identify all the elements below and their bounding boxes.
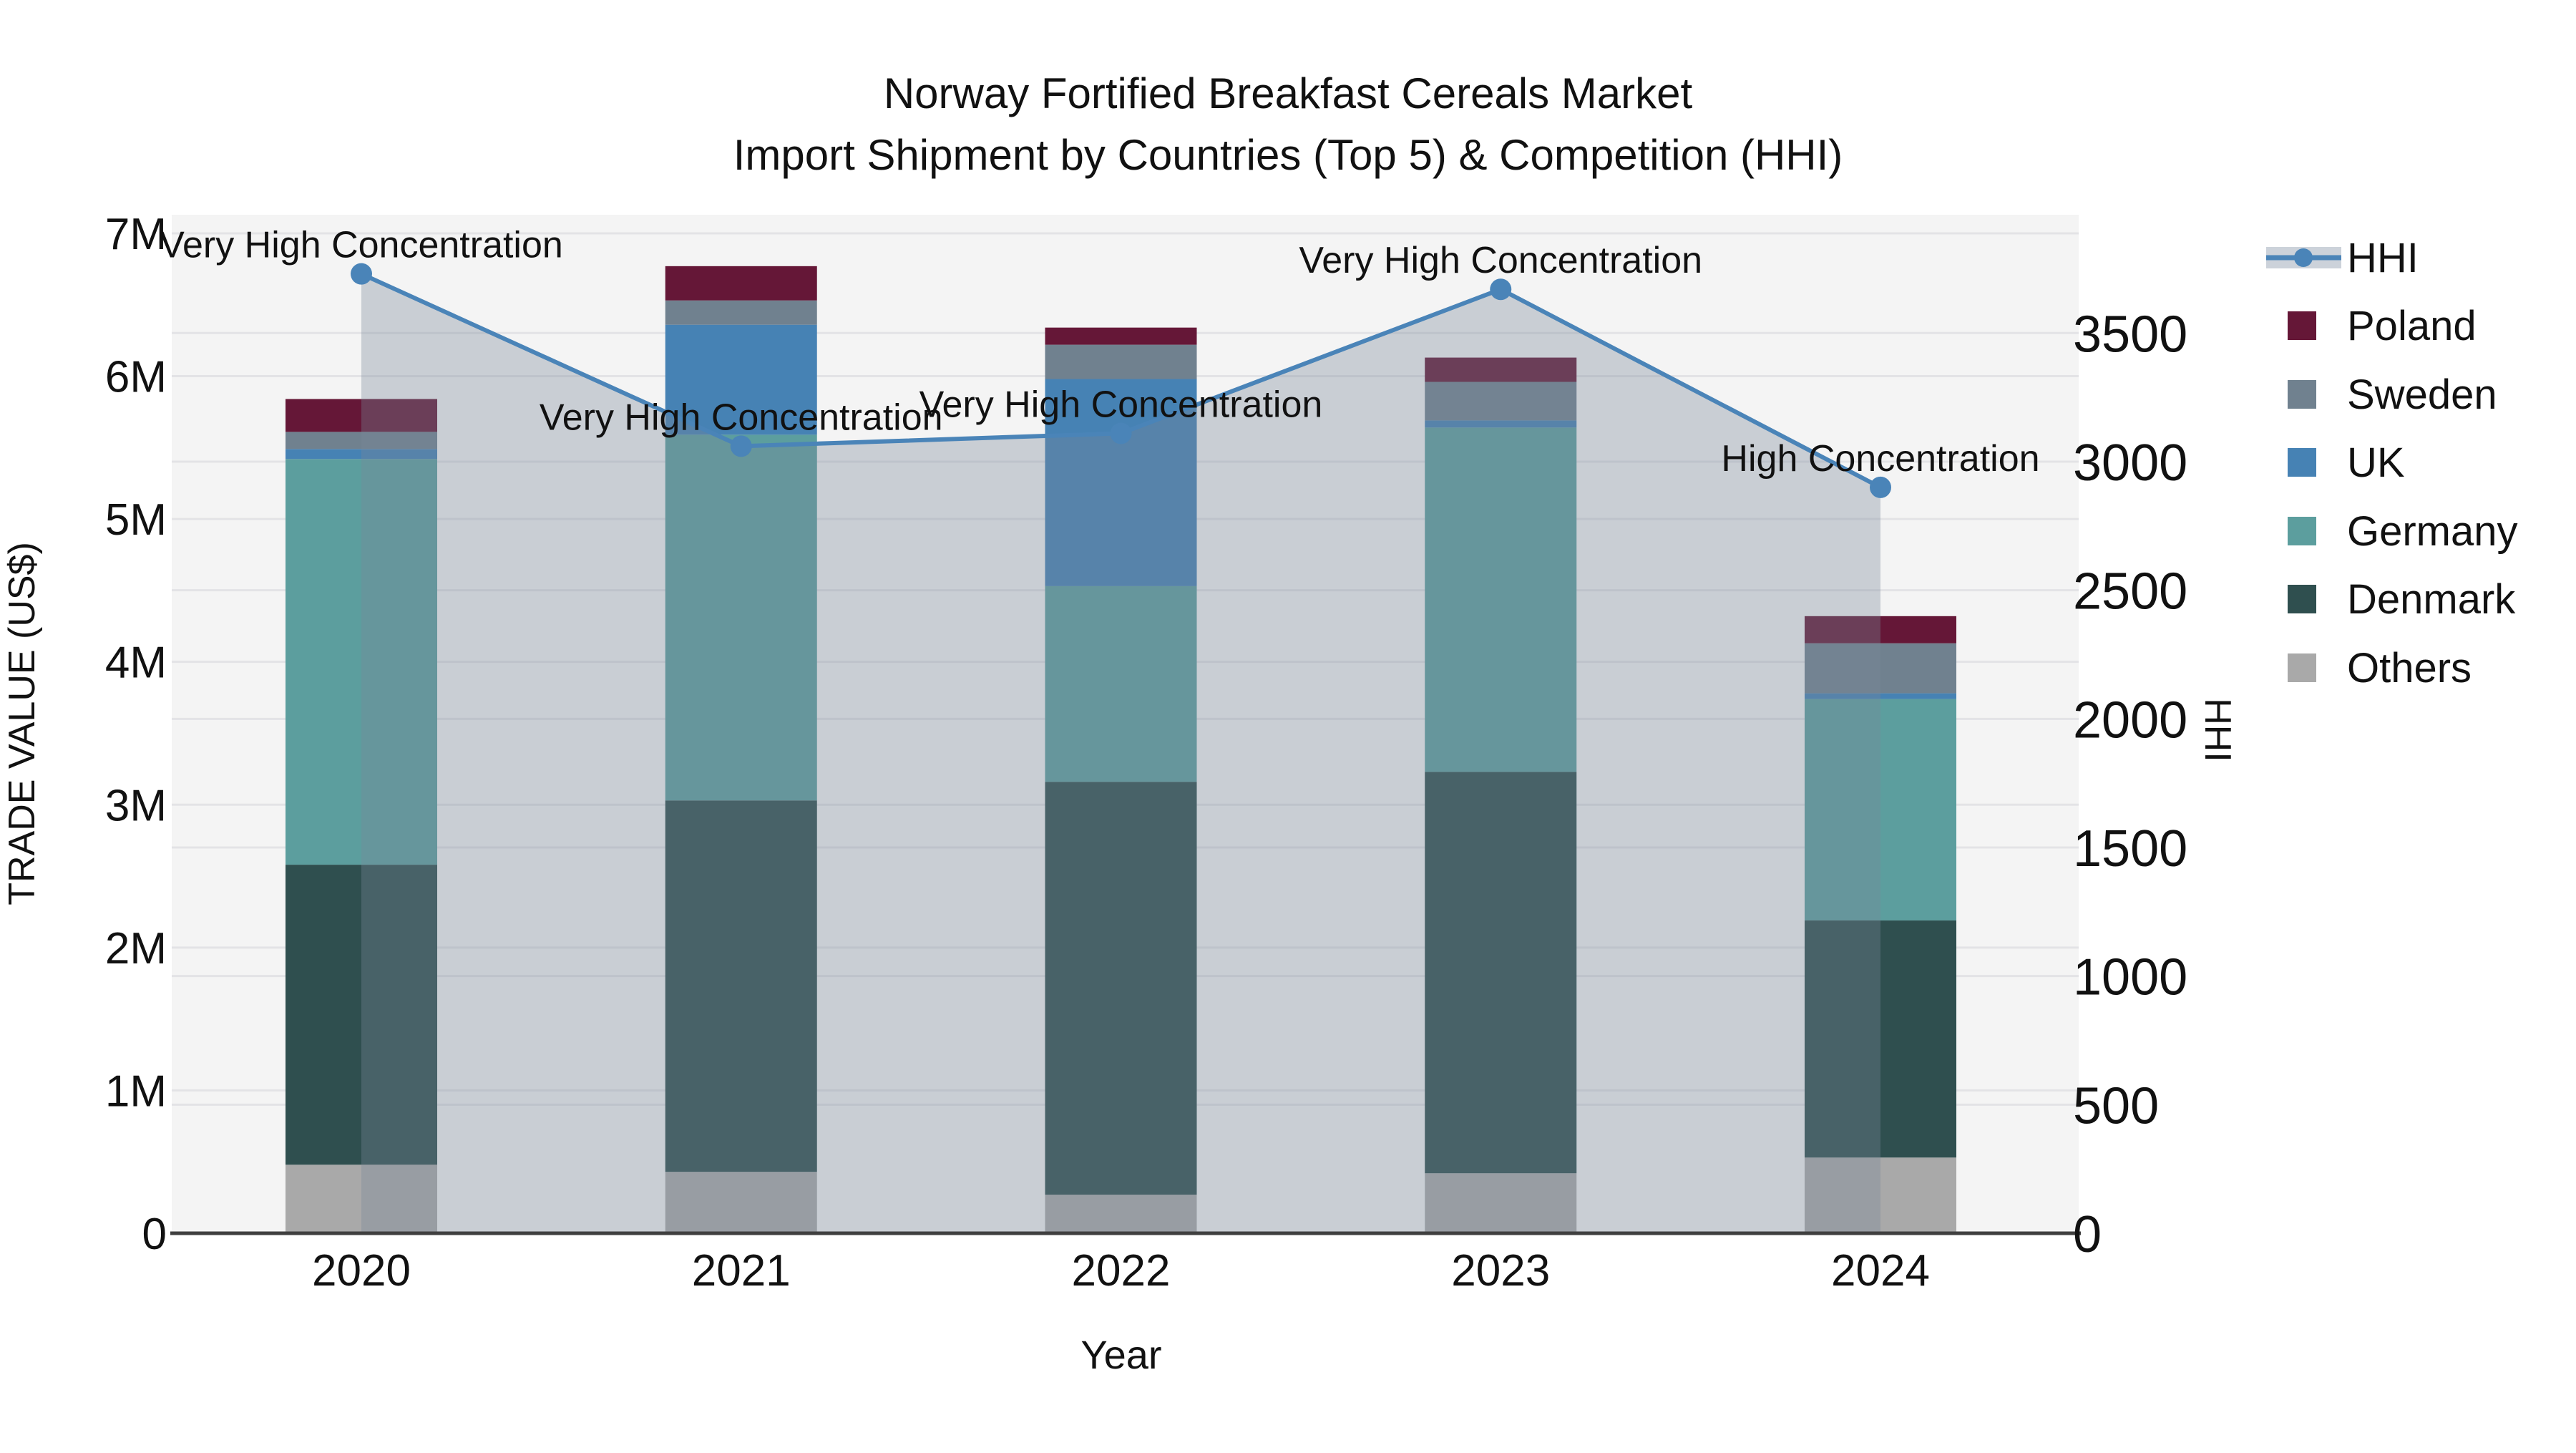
bar-segment-2023-uk xyxy=(1425,420,1577,428)
bar-segment-2022-others xyxy=(1045,1195,1197,1233)
y-right-tick-label: 1000 xyxy=(2073,949,2187,1006)
annotation-2020: Very High Concentration xyxy=(160,225,563,266)
bar-segment-2021-others xyxy=(665,1172,817,1233)
x-tick-label-2022: 2022 xyxy=(1072,1246,1171,1296)
annotation-2024: High Concentration xyxy=(1721,438,2039,480)
y-right-tick-label: 1500 xyxy=(2073,820,2187,878)
bar-segment-2022-sweden xyxy=(1045,344,1197,379)
x-axis-title: Year xyxy=(1080,1332,1161,1377)
bar-segment-2024-uk xyxy=(1805,693,1956,699)
legend-swatch-uk xyxy=(2288,448,2316,477)
legend-item-sweden[interactable]: Sweden xyxy=(2288,371,2497,418)
legend-label-poland: Poland xyxy=(2347,303,2477,349)
y-right-axis-title: HHI xyxy=(2197,698,2238,762)
hhi-marker-2023 xyxy=(1490,278,1512,301)
y-right-tick-label: 500 xyxy=(2073,1077,2159,1134)
y-left-tick-label: 5M xyxy=(105,495,167,545)
bar-segment-2022-denmark xyxy=(1045,782,1197,1195)
bar-segment-2022-germany xyxy=(1045,585,1197,782)
hhi-marker-2022 xyxy=(1110,422,1132,444)
bar-segment-2021-sweden xyxy=(665,300,817,325)
legend-label-uk: UK xyxy=(2347,439,2405,486)
bar-segment-2020-sweden xyxy=(286,432,437,449)
annotation-2023: Very High Concentration xyxy=(1299,240,1702,281)
y-right-tick-label: 3500 xyxy=(2073,306,2187,363)
legend-item-hhi[interactable]: HHI xyxy=(2266,235,2419,281)
legend-item-uk[interactable]: UK xyxy=(2288,439,2405,486)
bar-segment-2024-others xyxy=(1805,1157,1956,1233)
bar-segment-2024-poland xyxy=(1805,616,1956,643)
y-right-tick-label: 3000 xyxy=(2073,434,2187,492)
bar-segment-2021-germany xyxy=(665,434,817,801)
hhi-area xyxy=(361,273,1880,1234)
bar-segment-2023-sweden xyxy=(1425,382,1577,421)
legend-swatch-denmark xyxy=(2288,585,2316,613)
y-left-tick-label: 7M xyxy=(105,210,167,259)
hhi-marker-2024 xyxy=(1870,476,1891,498)
legend-item-denmark[interactable]: Denmark xyxy=(2288,576,2516,623)
bar-segment-2021-denmark xyxy=(665,800,817,1172)
legend-label-sweden: Sweden xyxy=(2347,371,2497,418)
legend-swatch-germany xyxy=(2288,517,2316,545)
bar-segment-2020-others xyxy=(286,1165,437,1233)
annotation-2021: Very High Concentration xyxy=(540,397,943,438)
x-tick-label-2020: 2020 xyxy=(312,1246,411,1296)
bar-segment-2020-denmark xyxy=(286,865,437,1165)
bar-segment-2022-poland xyxy=(1045,327,1197,345)
bar-segment-2023-germany xyxy=(1425,427,1577,772)
y-left-tick-label: 2M xyxy=(105,924,167,973)
y-left-tick-label: 0 xyxy=(142,1210,167,1259)
bar-segment-2020-uk xyxy=(286,449,437,460)
y-left-tick-label: 3M xyxy=(105,781,167,830)
bar-segment-2023-poland xyxy=(1425,357,1577,382)
chart-title: Norway Fortified Breakfast Cereals Marke… xyxy=(883,69,1693,117)
bar-segment-2024-sweden xyxy=(1805,643,1956,694)
legend-item-poland[interactable]: Poland xyxy=(2288,303,2477,349)
bar-segment-2020-poland xyxy=(286,399,437,432)
x-tick-label-2023: 2023 xyxy=(1451,1246,1550,1296)
y-right-tick-label: 2000 xyxy=(2073,691,2187,749)
legend-label-germany: Germany xyxy=(2347,508,2518,555)
legend-label-hhi: HHI xyxy=(2347,235,2419,281)
bar-segment-2023-denmark xyxy=(1425,772,1577,1174)
legend-item-germany[interactable]: Germany xyxy=(2288,508,2518,555)
y-right-tick-label: 0 xyxy=(2073,1206,2102,1263)
bars-group xyxy=(286,266,1956,1233)
bar-segment-2021-uk xyxy=(665,324,817,435)
hhi-marker-2021 xyxy=(730,435,752,457)
y-left-tick-label: 6M xyxy=(105,353,167,402)
y-left-axis-title: TRADE VALUE (US$) xyxy=(1,542,43,905)
y-right-tick-label: 2500 xyxy=(2073,563,2187,621)
chart-subtitle: Import Shipment by Countries (Top 5) & C… xyxy=(733,131,1843,179)
legend-swatch-poland xyxy=(2288,311,2316,340)
legend-item-others[interactable]: Others xyxy=(2288,645,2472,691)
x-tick-label-2021: 2021 xyxy=(692,1246,791,1296)
annotation-2022: Very High Concentration xyxy=(919,384,1323,425)
y-left-tick-label: 4M xyxy=(105,638,167,688)
legend-hhi-marker xyxy=(2294,248,2313,267)
bar-segment-2020-germany xyxy=(286,459,437,865)
legend-swatch-others xyxy=(2288,653,2316,682)
x-tick-label-2024: 2024 xyxy=(1831,1246,1930,1296)
legend-label-denmark: Denmark xyxy=(2347,576,2516,623)
legend-swatch-sweden xyxy=(2288,380,2316,409)
bar-segment-2024-denmark xyxy=(1805,920,1956,1158)
y-left-tick-label: 1M xyxy=(105,1066,167,1116)
hhi-marker-2020 xyxy=(351,263,372,285)
bar-segment-2021-poland xyxy=(665,266,817,301)
bar-segment-2023-others xyxy=(1425,1173,1577,1233)
legend-label-others: Others xyxy=(2347,645,2472,691)
bar-segment-2024-germany xyxy=(1805,699,1956,920)
